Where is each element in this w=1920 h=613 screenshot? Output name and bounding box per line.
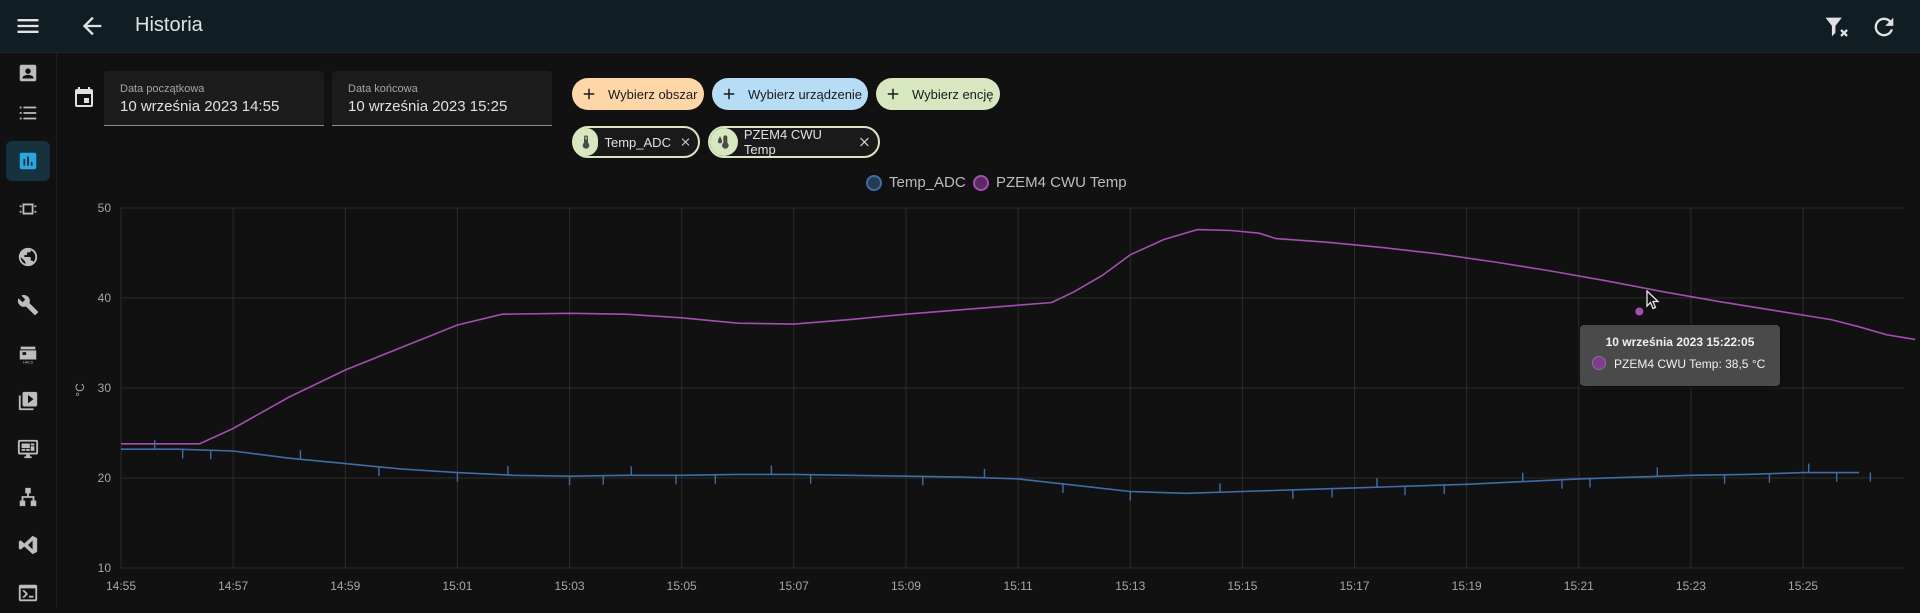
page-title: Historia [135, 14, 203, 36]
series-line-pzem4-cwu-temp [121, 228, 1916, 445]
x-tick-label: 15:25 [1788, 579, 1818, 593]
y-tick-label: 10 [98, 561, 112, 575]
vscode-icon [18, 535, 38, 555]
choose-entity-label: Wybierz encję [912, 86, 994, 102]
choose-area-button[interactable]: Wybierz obszar [572, 78, 704, 110]
sidebar-item-logbook[interactable] [6, 93, 50, 133]
end-date-value: 10 września 2023 15:25 [348, 98, 508, 115]
chart-tooltip: 10 września 2023 15:22:05 PZEM4 CWU Temp… [1580, 325, 1780, 386]
memory-icon [19, 203, 37, 215]
choose-area-label: Wybierz obszar [608, 86, 698, 102]
series-line-temp-adc [121, 448, 1860, 495]
legend-swatch [866, 174, 882, 191]
sitemap-icon [19, 487, 37, 507]
account-box-icon [19, 64, 37, 82]
legend-item-pzem4-cwu-temp[interactable]: PZEM4 CWU Temp [973, 174, 1127, 191]
sidebar: HACS [0, 53, 57, 608]
legend-item-temp-adc[interactable]: Temp_ADC [866, 174, 966, 191]
refresh-icon[interactable] [1870, 13, 1898, 41]
x-tick-label: 15:07 [779, 579, 809, 593]
sidebar-item-web[interactable] [6, 237, 50, 277]
wrench-icon [17, 295, 39, 316]
x-tick-label: 14:55 [106, 579, 136, 593]
sidebar-item-account[interactable] [6, 53, 50, 93]
y-tick-label: 20 [98, 471, 112, 485]
tooltip-swatch [1592, 356, 1606, 370]
monitor-dashboard-icon [17, 439, 39, 459]
mouse-pointer-icon [1646, 290, 1660, 310]
start-date-value: 10 września 2023 14:55 [120, 98, 280, 115]
tooltip-time: 10 września 2023 15:22:05 [1605, 335, 1755, 349]
x-tick-label: 15:15 [1227, 579, 1257, 593]
start-date-field[interactable]: Data początkowa 10 września 2023 14:55 [104, 71, 324, 126]
chart-legend: Temp_ADC PZEM4 CWU Temp [0, 174, 1920, 194]
start-date-label: Data początkowa [120, 83, 205, 95]
entity-chip-pzem4-cwu-temp[interactable]: PZEM4 CWU Temp [708, 126, 880, 158]
entity-chip-label: Temp_ADC [604, 134, 671, 150]
entity-chip-temp-adc[interactable]: Temp_ADC [572, 126, 700, 158]
x-tick-label: 15:23 [1676, 579, 1706, 593]
plus-icon [723, 88, 735, 100]
play-box-icon [18, 391, 38, 411]
close-icon[interactable] [857, 134, 872, 150]
choose-device-label: Wybierz urządzenie [748, 86, 863, 102]
console-icon [18, 584, 38, 602]
y-tick-label: 30 [98, 381, 112, 395]
x-tick-label: 15:17 [1340, 579, 1370, 593]
y-tick-label: 40 [98, 291, 112, 305]
entity-chip-label: PZEM4 CWU Temp [743, 127, 822, 157]
format-list-bulleted-icon [19, 106, 37, 120]
thermometer-icon [574, 128, 599, 156]
sidebar-item-settings[interactable] [6, 285, 50, 325]
sidebar-item-network[interactable] [6, 477, 50, 517]
x-tick-label: 15:03 [555, 579, 585, 593]
calendar-icon[interactable] [72, 86, 96, 110]
x-tick-label: 14:59 [330, 579, 360, 593]
y-tick-label: 50 [98, 201, 112, 215]
hacs-icon: HACS [19, 346, 37, 365]
x-tick-label: 15:19 [1452, 579, 1482, 593]
choose-entity-button[interactable]: Wybierz encję [876, 78, 1000, 110]
filter-remove-icon[interactable] [1822, 13, 1850, 41]
legend-label: PZEM4 CWU Temp [996, 174, 1127, 191]
sidebar-item-energy[interactable] [6, 189, 50, 229]
menu-icon[interactable] [14, 12, 42, 40]
sidebar-item-media[interactable] [6, 381, 50, 421]
choose-device-button[interactable]: Wybierz urządzenie [712, 78, 868, 110]
water-thermometer-icon [710, 128, 738, 156]
chart-box-icon [19, 152, 37, 170]
x-tick-label: 15:09 [891, 579, 921, 593]
plus-icon [887, 88, 899, 100]
sidebar-item-terminal[interactable] [6, 573, 50, 613]
close-icon[interactable] [679, 134, 692, 150]
legend-label: Temp_ADC [889, 174, 966, 191]
x-tick-label: 15:05 [667, 579, 697, 593]
end-date-field[interactable]: Data końcowa 10 września 2023 15:25 [332, 71, 552, 126]
highlight-point [1635, 307, 1644, 316]
sidebar-item-vscode[interactable] [6, 525, 50, 565]
legend-swatch [973, 174, 989, 191]
x-tick-label: 15:13 [1115, 579, 1145, 593]
top-app-bar: Historia [0, 0, 1920, 53]
sidebar-item-history[interactable] [6, 141, 50, 181]
sidebar-item-hacs[interactable]: HACS [6, 334, 50, 374]
web-icon [18, 247, 38, 267]
plus-icon [583, 88, 595, 100]
svg-text:HACS: HACS [23, 361, 34, 365]
x-tick-label: 15:21 [1564, 579, 1594, 593]
x-tick-label: 15:01 [442, 579, 472, 593]
tooltip-value: PZEM4 CWU Temp: 38,5 °C [1614, 357, 1766, 371]
history-chart[interactable]: 50 40 30 20 10 14:55 14:57 14:59 15:01 15:03 15:05… [0, 196, 1920, 608]
x-tick-label: 14:57 [218, 579, 248, 593]
x-tick-label: 15:11 [1004, 579, 1033, 593]
end-date-label: Data końcowa [348, 83, 418, 95]
sidebar-item-dashboard[interactable] [6, 429, 50, 469]
back-arrow-icon[interactable] [78, 12, 106, 40]
y-axis-label: °C [73, 383, 87, 397]
